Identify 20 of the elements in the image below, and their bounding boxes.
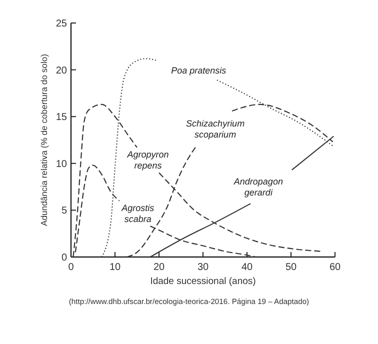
x-axis-title: Idade sucessional (anos): [150, 276, 256, 287]
y-tick-label: 10: [56, 158, 68, 170]
series-label: Poa pratensis: [171, 65, 227, 76]
y-tick-label: 20: [56, 65, 68, 76]
y-axis-title: Adundância relativa (% de cobertura do solo): [39, 54, 49, 226]
series-label: Andropagon gerardi: [232, 176, 283, 198]
y-tick-label: 5: [61, 206, 68, 217]
x-tick-label: 0: [68, 262, 74, 273]
x-tick-label: 20: [153, 262, 165, 273]
x-tick-label: 30: [197, 262, 209, 273]
x-tick-label: 60: [329, 262, 341, 273]
x-tick-label: 40: [241, 262, 253, 273]
series-label: Schizachyrium scoparium: [186, 118, 246, 140]
y-tick-label: 25: [56, 18, 68, 30]
x-tick-label: 50: [285, 262, 297, 273]
y-tick-label: 0: [61, 252, 68, 264]
series-label: Agrostis scabra: [120, 202, 155, 224]
y-tick-label: 15: [56, 112, 68, 124]
x-tick-label: 10: [109, 262, 121, 273]
series-label: Agropyron repens: [126, 150, 169, 171]
